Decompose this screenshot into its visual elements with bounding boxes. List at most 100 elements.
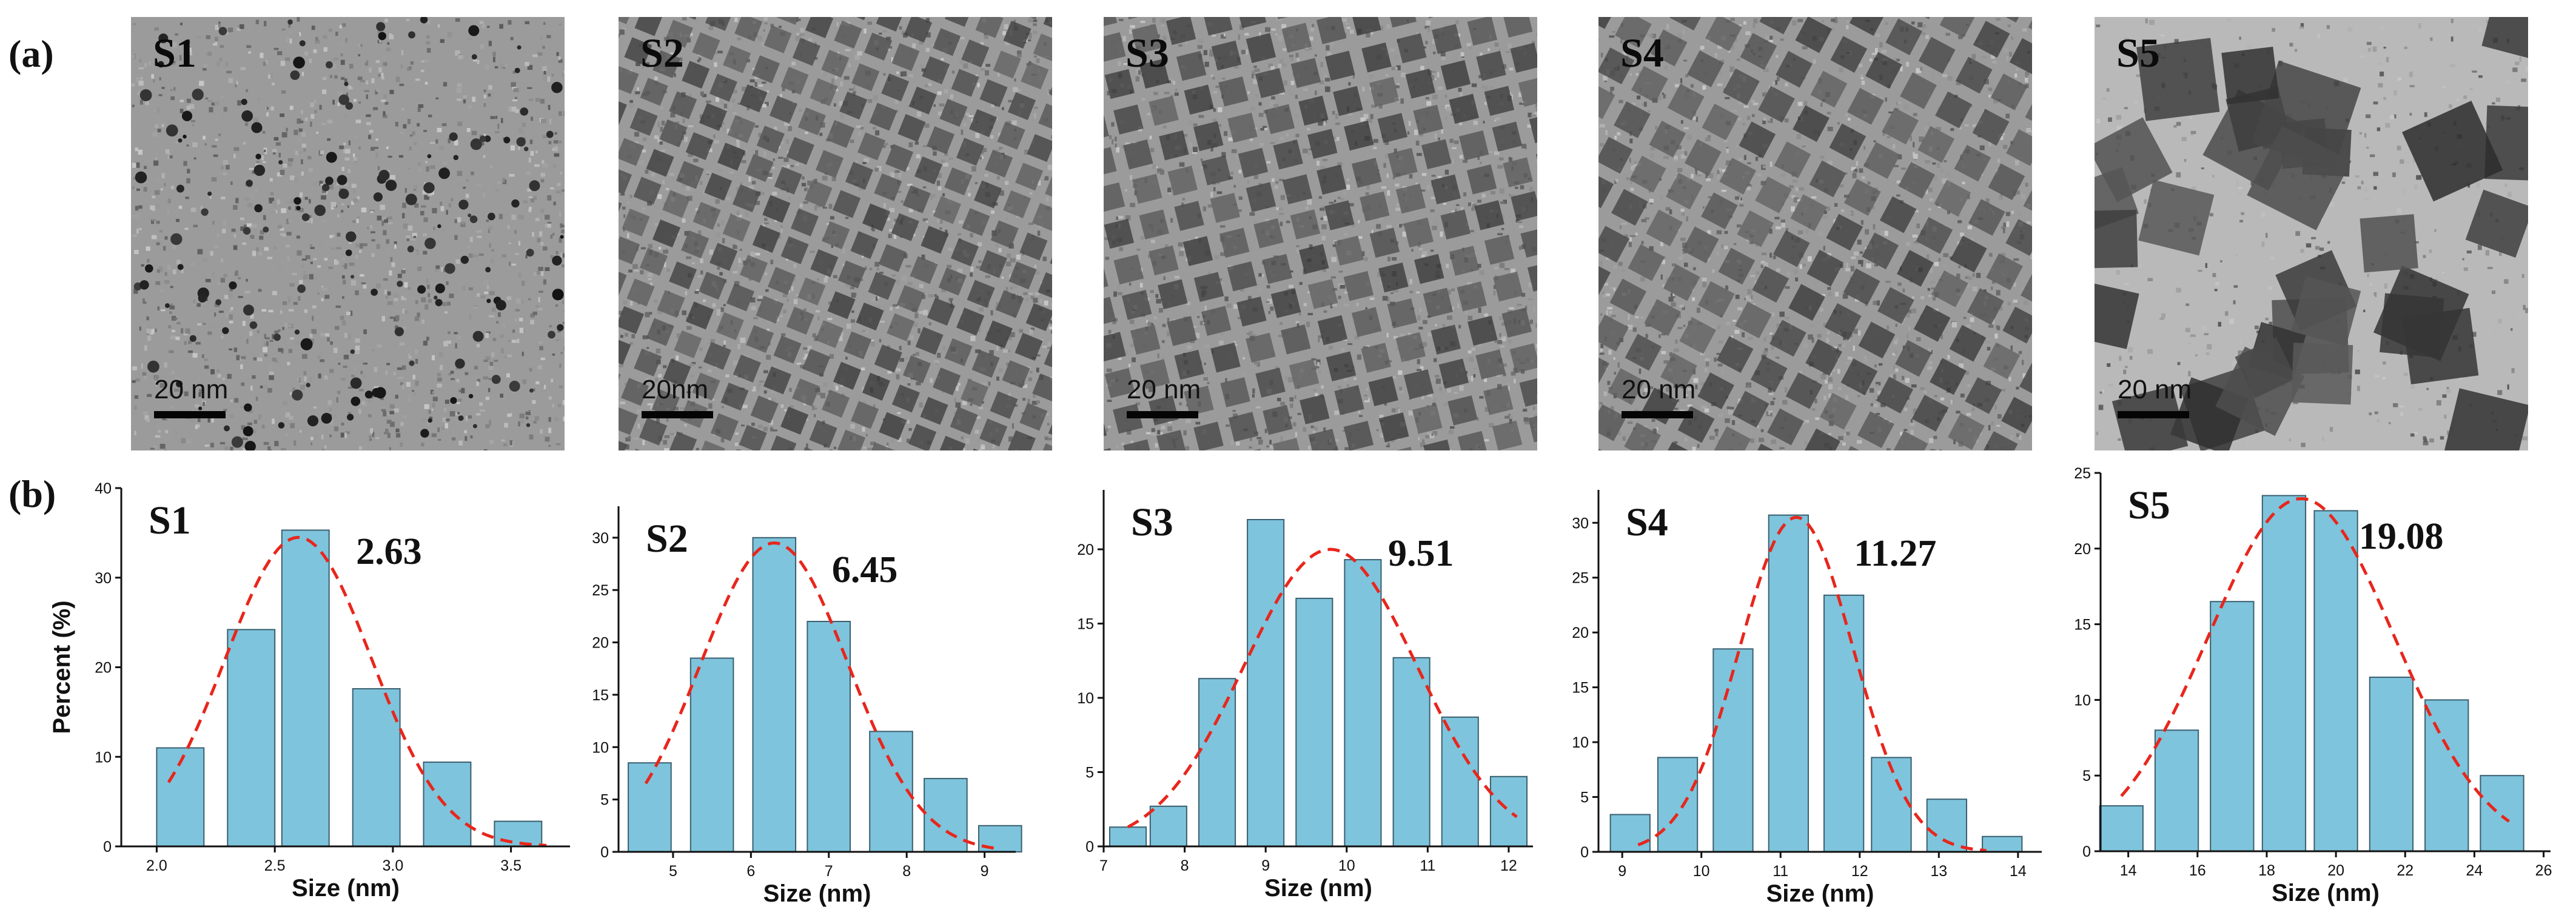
histogram-bar (869, 731, 913, 853)
histogram-bar (1441, 716, 1479, 848)
x-tick-label: 3.0 (383, 857, 404, 874)
y-tick-label: 5 (1085, 765, 1094, 782)
y-tick-label: 5 (600, 792, 609, 809)
sample-label: S3 (1131, 500, 1173, 544)
histogram-bar (2480, 775, 2524, 852)
histogram-bar (1609, 814, 1651, 852)
x-tick-label: 2.5 (264, 857, 286, 874)
y-tick-label: 15 (592, 687, 609, 704)
scale-bar-text: 20 nm (1127, 375, 1201, 404)
x-tick-label: 10 (1693, 863, 1710, 880)
histogram-bar (1982, 835, 2023, 852)
y-tick-label: 0 (1085, 839, 1094, 855)
tem-texture (1598, 17, 2032, 450)
mean-size-value: 2.63 (356, 531, 422, 572)
y-tick-label: 20 (1572, 624, 1589, 641)
y-tick-label: 25 (592, 582, 609, 599)
y-tick-label: 40 (95, 480, 112, 497)
x-tick-label: 9 (1261, 857, 1270, 874)
y-tick-label: 10 (1077, 690, 1094, 707)
histogram-bar (2369, 677, 2414, 852)
scale-bar-text: 20nm (642, 375, 709, 404)
x-tick-label: 11 (1773, 863, 1788, 880)
tem-texture (131, 17, 565, 450)
x-tick-label: 12 (1500, 857, 1517, 874)
histogram-s5: 14 16 18 20 22 24 26 0 5 10 15 20 25 Size (nm) S5 19.08 (2074, 465, 2552, 906)
tem-label: S4 (1620, 30, 1664, 76)
sample-label: S1 (149, 498, 191, 543)
tem-image-s5: S5 20 nm (2095, 17, 2528, 450)
y-tick-label: 15 (1572, 680, 1589, 697)
histogram-bar (1109, 826, 1147, 847)
y-tick-label: 10 (592, 739, 609, 756)
gaussian-fit-line (644, 541, 997, 850)
y-tick-label: 10 (1572, 734, 1589, 751)
gaussian-fit-line (1637, 515, 1987, 852)
y-tick-label: 0 (103, 839, 112, 855)
mean-size-value: 9.51 (1388, 533, 1454, 574)
histogram-bar (1295, 597, 1333, 848)
gaussian-fit-line (2120, 497, 2510, 823)
histogram-bar (2313, 510, 2358, 852)
x-tick-label: 11 (1420, 857, 1435, 874)
histogram-bar (1392, 657, 1431, 848)
histogram-bar (1489, 775, 1528, 848)
y-tick-label: 20 (592, 635, 609, 652)
y-tick-label: 15 (2074, 617, 2091, 634)
scale-bar (642, 411, 713, 418)
x-axis-label: Size (nm) (2272, 880, 2380, 906)
histogram-bar (1823, 594, 1865, 852)
tem-texture (619, 17, 1052, 450)
y-tick-label: 0 (2082, 843, 2091, 860)
histogram-bar (689, 657, 734, 852)
y-tick-label: 30 (95, 570, 112, 587)
sample-label: S5 (2128, 483, 2170, 527)
x-tick-label: 10 (1338, 857, 1355, 874)
tem-image-s3: S3 20 nm (1104, 17, 1537, 450)
mean-size-value: 19.08 (2359, 516, 2444, 557)
y-tick-label: 10 (95, 749, 112, 766)
scale-bar-text: 20 nm (1622, 375, 1696, 404)
gaussian-fit-line (167, 535, 547, 847)
sample-label: S2 (646, 517, 688, 561)
x-tick-label: 7 (1099, 857, 1108, 874)
y-tick-label: 25 (2074, 465, 2091, 482)
histogram-bar (1657, 757, 1699, 853)
tem-label: S5 (2116, 30, 2160, 76)
histogram-bar (352, 688, 401, 847)
histogram-s2: 5 6 7 8 9 0 5 10 15 20 25 30 Size (nm) S2 6.45 (592, 506, 1022, 907)
scale-bar (1127, 411, 1198, 418)
scale-bar (1622, 411, 1693, 418)
x-tick-label: 14 (2120, 862, 2137, 879)
scale-bar (154, 411, 226, 418)
x-tick-label: 26 (2535, 862, 2552, 879)
x-tick-label: 8 (1181, 857, 1189, 874)
histogram-bar (2424, 699, 2469, 852)
x-axis-label: Size (nm) (292, 875, 400, 902)
sample-label: S4 (1626, 500, 1668, 544)
x-tick-label: 2.0 (146, 857, 167, 874)
histogram-s4: 9 10 11 12 13 14 0 5 10 15 20 25 30 Size (nm) S4 11.27 (1572, 490, 2042, 907)
histogram-bar (227, 629, 276, 848)
y-tick-label: 30 (1572, 515, 1589, 532)
histogram-s1: 2.0 2.5 3.0 3.5 0 10 20 30 40 Size (nm) Percent (%… (49, 480, 570, 902)
panel-b-label: (b) (8, 472, 56, 515)
x-tick-label: 9 (981, 863, 989, 880)
histogram-bar (752, 537, 797, 852)
histogram-bar (807, 621, 851, 852)
scale-bar-text: 20 nm (2118, 375, 2192, 404)
tem-texture (1104, 17, 1537, 450)
histogram-s3: 7 8 9 10 11 12 0 5 10 15 20 Size (nm) S3 9.51 (1077, 490, 1533, 902)
histogram-bar (494, 820, 543, 847)
tem-image-s4: S4 20 nm (1598, 17, 2032, 450)
tem-label: S1 (153, 30, 196, 76)
x-tick-label: 3.5 (500, 857, 522, 874)
tem-image-s2: S2 20nm (619, 17, 1052, 450)
histogram-bar (1712, 648, 1754, 853)
x-tick-label: 6 (746, 863, 755, 880)
y-tick-label: 0 (1580, 844, 1589, 861)
x-tick-label: 20 (2327, 862, 2344, 879)
histogram-bar (1247, 519, 1285, 847)
scale-bar (2118, 411, 2189, 418)
